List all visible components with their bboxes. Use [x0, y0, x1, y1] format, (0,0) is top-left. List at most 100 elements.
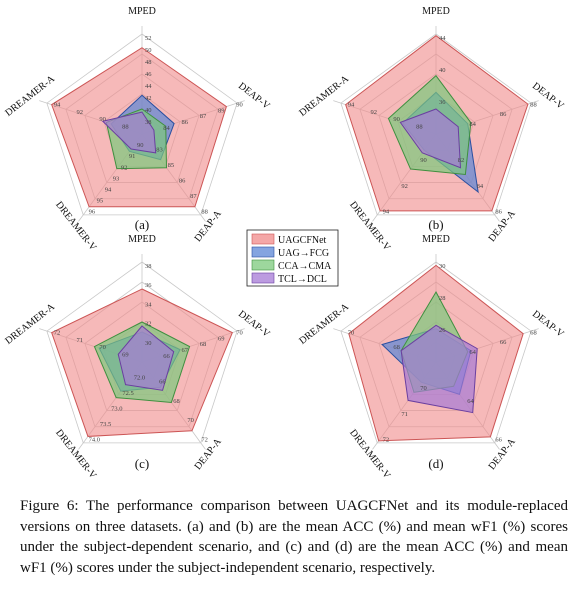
- legend: UAGCFNet UAG→FCG CCA→CMA TCL→DCL: [246, 229, 339, 287]
- series-area-tcl-dcl: [399, 108, 462, 169]
- panel-label: (a): [135, 217, 149, 232]
- tick-label: 90: [393, 116, 400, 123]
- legend-label-uagcfnet: UAGCFNet: [278, 235, 327, 246]
- tick-label: 89: [218, 107, 225, 114]
- tick-label: 38: [145, 263, 152, 270]
- tick-label: 84: [477, 183, 484, 190]
- tick-label: 36: [145, 282, 152, 289]
- tick-label: 72.0: [134, 375, 145, 382]
- tick-label: 64: [469, 349, 476, 356]
- tick-label: 90: [236, 101, 243, 108]
- tick-label: 86: [495, 209, 502, 216]
- tick-label: 88: [122, 124, 129, 131]
- legend-label-cca-cma: CCA→CMA: [278, 261, 332, 272]
- tick-label: 92: [121, 164, 128, 171]
- tick-label: 94: [348, 101, 355, 108]
- tick-label: 70: [420, 385, 427, 392]
- tick-label: 72: [201, 437, 208, 444]
- tick-label: 74.0: [89, 437, 100, 444]
- figure-caption: Figure 6: The performance comparison bet…: [20, 498, 568, 576]
- axis-title-deap-a: DEAP-A: [487, 208, 519, 244]
- series-area-tcl-dcl: [400, 324, 478, 414]
- tick-label: 90: [137, 142, 144, 149]
- panel-label: (b): [428, 217, 443, 232]
- tick-label: 90: [99, 116, 106, 123]
- tick-label: 82: [458, 157, 465, 164]
- tick-label: 69: [218, 335, 225, 342]
- tick-label: 66: [500, 339, 507, 346]
- tick-label: 94: [383, 209, 390, 216]
- panel-label: (d): [428, 456, 443, 471]
- tick-label: 86: [500, 111, 507, 118]
- radar-chart-a: 3840424446485052848687899083858687889091…: [3, 6, 272, 254]
- tick-label: 68: [393, 344, 400, 351]
- radar-chart-b: 36 40 44 84 86 88 82 84 86 90 92 94 88 90 92 94 MPED DEAP…: [297, 6, 566, 254]
- tick-label: 46: [145, 71, 152, 78]
- tick-label: 70: [236, 329, 243, 336]
- legend-swatch-tcl-dcl: [251, 272, 275, 284]
- axis-title-deap-a: DEAP-A: [193, 208, 225, 244]
- axis-title-deap-a: DEAP-A: [487, 436, 519, 472]
- tick-label: 28: [439, 295, 446, 302]
- legend-swatch-uagcfnet: [251, 233, 275, 245]
- tick-label: 48: [145, 59, 152, 66]
- axis-title-dreamer-v: DREAMER-V: [53, 199, 99, 253]
- tick-label: 71: [77, 337, 84, 344]
- grid-ring: [46, 261, 238, 444]
- tick-label: 40: [145, 107, 152, 114]
- tick-label: 73.5: [100, 421, 111, 428]
- tick-label: 42: [145, 95, 152, 102]
- tick-label: 72.5: [122, 390, 133, 397]
- tick-label: 70: [348, 329, 355, 336]
- tick-label: 68: [530, 329, 537, 336]
- legend-label-tcl-dcl: TCL→DCL: [278, 274, 327, 285]
- panel-label: (c): [135, 456, 149, 471]
- figure-canvas: 3840424446485052848687899083858687889091…: [3, 6, 566, 482]
- series-area-tcl-dcl: [117, 325, 175, 391]
- axis-title-deap-a: DEAP-A: [193, 436, 225, 472]
- tick-label: 66: [163, 353, 170, 360]
- tick-label: 92: [77, 109, 84, 116]
- tick-label: 92: [401, 183, 408, 190]
- tick-label: 71: [401, 411, 408, 418]
- tick-label: 73.0: [111, 406, 122, 413]
- tick-label: 70: [99, 344, 106, 351]
- tick-label: 93: [113, 175, 120, 182]
- tick-label: 38: [145, 119, 152, 126]
- tick-label: 90: [420, 157, 427, 164]
- tick-label: 40: [439, 67, 446, 74]
- tick-label: 34: [145, 301, 152, 308]
- tick-label: 88: [416, 124, 423, 131]
- tick-label: 64: [467, 398, 474, 405]
- tick-label: 66: [159, 378, 166, 385]
- tick-label: 86: [182, 119, 189, 126]
- tick-label: 88: [530, 101, 537, 108]
- tick-label: 26: [439, 327, 446, 334]
- radar-chart-c: 30 32 34 36 38 66 67 68 69 70 66 68 70 72 72.0 72.5 73.0…: [3, 234, 272, 482]
- tick-label: 95: [97, 198, 104, 205]
- tick-label: 67: [182, 347, 189, 354]
- tick-label: 72: [383, 437, 390, 444]
- legend-label-uag-fcg: UAG→FCG: [278, 248, 329, 259]
- grid-ring: [46, 33, 238, 216]
- axis-title-mped: MPED: [422, 234, 450, 245]
- tick-label: 70: [187, 417, 194, 424]
- tick-label: 72: [54, 329, 61, 336]
- grid-ring: [340, 261, 532, 444]
- tick-label: 85: [168, 162, 175, 169]
- axis-title-mped: MPED: [422, 6, 450, 17]
- tick-label: 84: [163, 125, 170, 132]
- series-area-tcl-dcl: [101, 111, 157, 154]
- tick-label: 87: [190, 193, 197, 200]
- tick-label: 68: [173, 398, 180, 405]
- axis-title-mped: MPED: [128, 6, 156, 17]
- tick-label: 69: [122, 352, 129, 359]
- legend-swatch-uag-fcg: [251, 246, 275, 258]
- tick-label: 30: [439, 263, 446, 270]
- tick-label: 92: [371, 109, 378, 116]
- tick-label: 44: [439, 35, 446, 42]
- tick-label: 94: [54, 101, 61, 108]
- tick-label: 44: [145, 83, 152, 90]
- tick-label: 84: [469, 121, 476, 128]
- tick-label: 66: [495, 437, 502, 444]
